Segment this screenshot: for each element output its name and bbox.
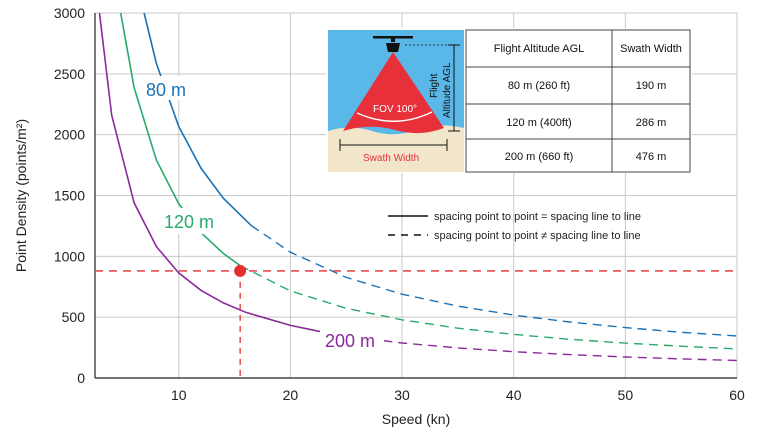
x-tick-label: 50	[618, 387, 634, 403]
reference-point	[234, 264, 247, 277]
curve-label-120m: 120 m	[164, 212, 214, 232]
curve-label-200m: 200 m	[325, 331, 375, 351]
x-tick-label: 20	[283, 387, 299, 403]
altitude-label-1: Flight	[429, 73, 440, 98]
legend-solid-label: spacing point to point = spacing line to…	[434, 211, 641, 223]
table-cell: 120 m (400ft)	[506, 117, 571, 129]
legend-dashed-label: spacing point to point ≠ spacing line to…	[434, 230, 641, 242]
table-cell: 190 m	[636, 80, 667, 92]
series-group	[98, 12, 738, 362]
altitude-illustration: FOV 100° Flight Altitude AGL Swath Width	[328, 30, 464, 172]
grid-lines	[95, 12, 738, 379]
fov-label: FOV 100°	[373, 104, 417, 115]
x-tick-label: 40	[506, 387, 522, 403]
series-line-solid-0	[143, 12, 252, 227]
label-80-bg	[143, 76, 193, 100]
curve-label-80m: 80 m	[146, 80, 186, 100]
x-tick-label: 10	[171, 387, 187, 403]
x-axis-title: Speed (kn)	[382, 411, 450, 427]
label-200-bg	[320, 327, 384, 351]
x-tick-label: 60	[729, 387, 745, 403]
ground	[328, 125, 464, 172]
series-line-solid-1	[119, 12, 241, 267]
y-tick-label: 2000	[54, 127, 85, 143]
y-tick-label: 1000	[54, 248, 85, 264]
y-tick-label: 3000	[54, 5, 85, 21]
series-line-solid-2	[98, 12, 325, 334]
y-tick-label: 0	[77, 370, 85, 386]
swath-label: Swath Width	[363, 153, 419, 164]
y-tick-label: 2500	[54, 66, 85, 82]
inset-panel: FOV 100° Flight Altitude AGL Swath Width…	[326, 28, 692, 173]
legend: spacing point to point = spacing line to…	[388, 211, 641, 242]
table-cell: 80 m (260 ft)	[508, 80, 570, 92]
y-axis-title: Point Density (points/m²)	[13, 119, 29, 272]
altitude-label-2: Altitude AGL	[442, 62, 453, 118]
x-tick-label: 30	[394, 387, 410, 403]
reference-lines	[95, 264, 737, 378]
y-tick-label: 1500	[54, 188, 85, 204]
table-cell: 476 m	[636, 151, 667, 163]
y-tick-label: 500	[62, 309, 86, 325]
table-cell: 286 m	[636, 117, 667, 129]
drone-icon	[373, 36, 413, 52]
series-line-dashed-0	[250, 225, 738, 337]
table-header-swath: Swath Width	[620, 43, 682, 55]
fov-cone	[343, 52, 444, 134]
table-cell: 200 m (660 ft)	[505, 151, 573, 163]
table-header-altitude: Flight Altitude AGL	[494, 43, 585, 55]
label-120-bg	[160, 208, 218, 234]
fov-arc	[356, 111, 433, 122]
series-line-dashed-1	[239, 264, 738, 350]
swath-table	[465, 29, 691, 173]
axes: 10 20 30 40 50 60 0 500 1000 1500 2000 2500 3000 Spee…	[13, 5, 745, 427]
